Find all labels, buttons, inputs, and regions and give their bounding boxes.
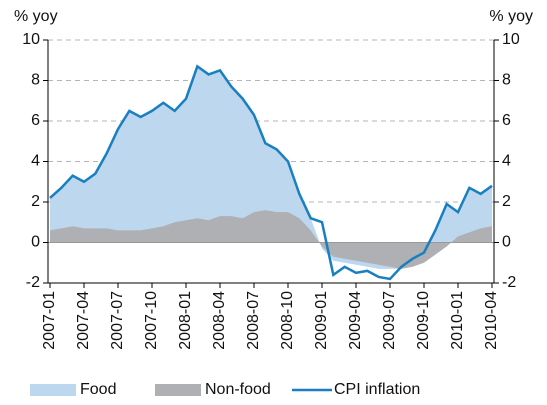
y2-tick-label: 10	[502, 31, 520, 48]
legend-swatch	[30, 384, 76, 396]
x-tick-label: 2008-07	[245, 291, 262, 350]
y2-tick-label: -2	[502, 274, 516, 291]
x-tick-label: 2009-10	[415, 291, 432, 350]
x-tick-label: 2008-01	[177, 291, 194, 350]
y2-tick-label: 4	[502, 153, 511, 170]
x-tick-label: 2010-01	[449, 291, 466, 350]
y2-tick-label: 8	[502, 72, 511, 89]
y2-axis-label: % yoy	[489, 8, 533, 25]
area	[50, 210, 492, 269]
x-tick-label: 2007-07	[109, 291, 126, 350]
x-tick-label: 2007-10	[143, 291, 160, 350]
x-tick-label: 2009-07	[381, 291, 398, 350]
legend-label: CPI inflation	[334, 381, 420, 398]
y-tick-label: 10	[22, 31, 40, 48]
line	[49, 64, 493, 281]
y-axis-label: % yoy	[14, 8, 58, 25]
y-tick-label: -2	[26, 274, 40, 291]
legend-label: Non-food	[205, 381, 271, 398]
y2-tick-label: 0	[502, 234, 511, 251]
y-tick-label: 2	[31, 193, 40, 210]
legend-label: Food	[80, 381, 116, 398]
area	[50, 66, 492, 269]
y-tick-label: 4	[31, 153, 40, 170]
x-tick-label: 2009-04	[347, 291, 364, 350]
x-tick-label: 2010-04	[483, 291, 500, 350]
y2-tick-label: 6	[502, 112, 511, 129]
legend-swatch	[155, 384, 201, 396]
x-tick-label: 2007-04	[75, 291, 92, 350]
x-tick-label: 2008-10	[279, 291, 296, 350]
x-tick-label: 2008-04	[211, 291, 228, 350]
y-tick-label: 0	[31, 234, 40, 251]
y-tick-label: 6	[31, 112, 40, 129]
x-tick-label: 2007-01	[41, 291, 58, 350]
x-tick-label: 2009-01	[313, 291, 330, 350]
y-tick-label: 8	[31, 72, 40, 89]
y2-tick-label: 2	[502, 193, 511, 210]
